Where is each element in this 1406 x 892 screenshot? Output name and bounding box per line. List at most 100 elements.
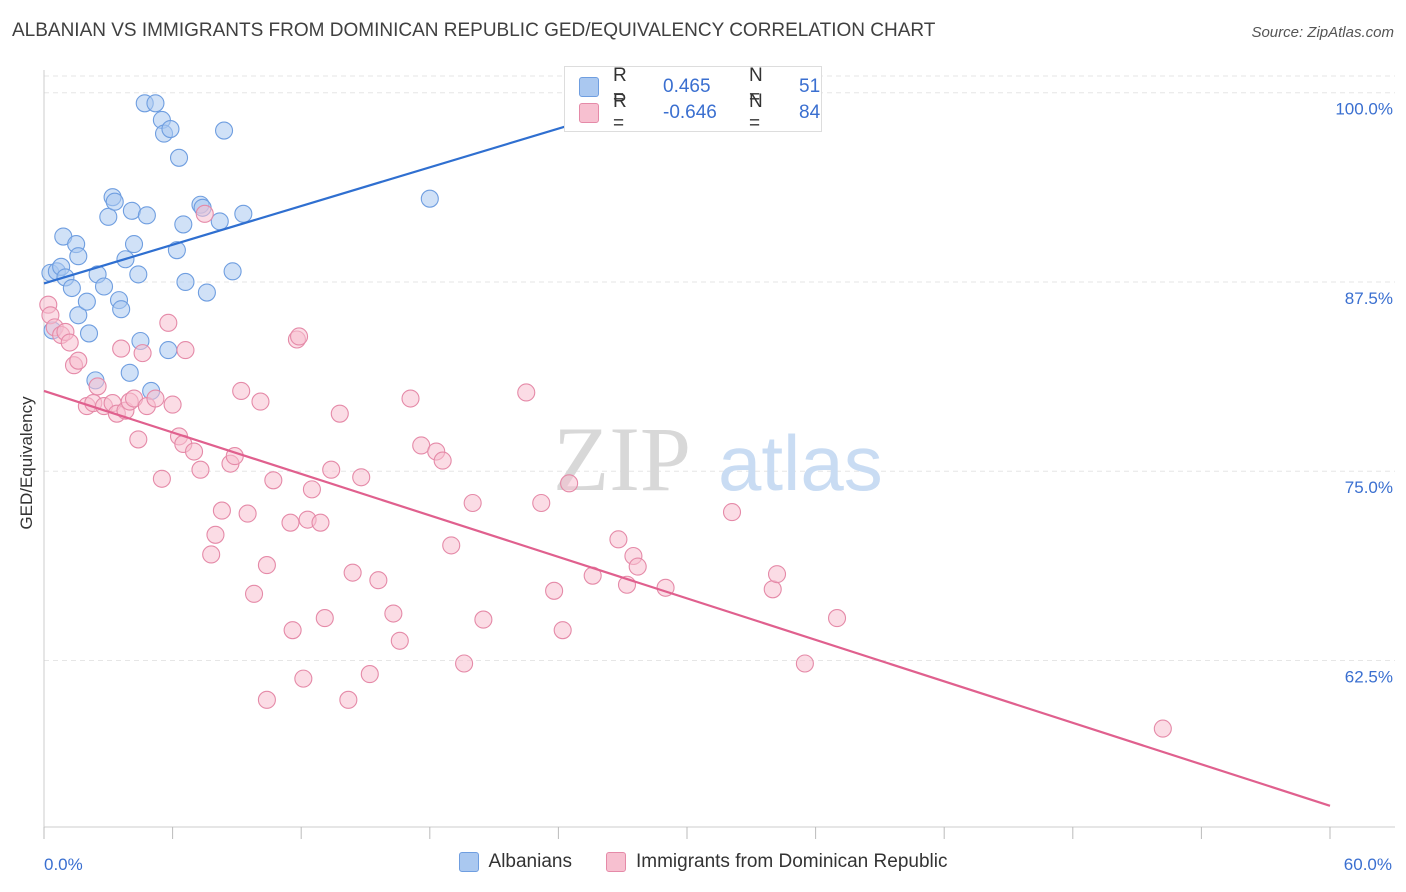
albanians-point: [122, 201, 141, 220]
r-value: -0.646: [663, 102, 717, 123]
dominican-point: [322, 460, 341, 479]
dominican-point: [133, 344, 152, 363]
albanians-point: [112, 300, 131, 319]
albanians-point: [94, 277, 114, 296]
x-tick-label: 60.0%: [1344, 855, 1392, 874]
dominican-point: [88, 377, 107, 396]
dominican-point: [184, 442, 204, 461]
dominican-point: [146, 389, 165, 408]
dominican-point: [238, 504, 257, 523]
dominican-point: [401, 389, 420, 408]
dominican-point: [60, 333, 79, 352]
legend-item-dominican[interactable]: Immigrants from Dominican Republic: [605, 851, 948, 873]
dominican-point: [129, 430, 148, 449]
albanians-point: [197, 283, 216, 302]
axes: [43, 70, 1395, 839]
dominican-point: [463, 493, 482, 513]
albanians-swatch: [579, 77, 599, 97]
legend-label: Albanians: [488, 851, 572, 872]
dominican-point: [152, 469, 171, 488]
albanians-point: [77, 292, 96, 311]
tick-labels: 62.5% 75.0% 87.5% 100.0% 0.0% 60.0%: [44, 100, 1393, 874]
dominican-point: [206, 525, 225, 544]
n-label: N =: [749, 91, 763, 134]
n-label: N =: [749, 65, 763, 108]
albanians-swatch: [458, 852, 479, 872]
dominican-point: [767, 565, 787, 584]
albanians-point: [120, 363, 139, 382]
dominican-point: [302, 480, 321, 499]
dominican-point: [433, 451, 452, 470]
albanians-point: [167, 241, 186, 260]
albanians-point: [174, 215, 193, 234]
dominican-point: [390, 631, 409, 650]
albanians-point: [137, 206, 156, 225]
stats-legend: R = 0.465 N = 51 R = -0.646 N = 84: [564, 65, 822, 134]
dominican-point: [251, 392, 270, 411]
dominican-point: [202, 545, 221, 564]
dominican-point: [257, 690, 276, 709]
dominican-point: [474, 610, 493, 629]
albanians-point: [210, 212, 229, 231]
dominican-point: [384, 604, 403, 623]
albanians-point: [161, 119, 180, 139]
dominican-point: [315, 609, 334, 628]
dominican-point: [176, 341, 195, 360]
grid-lines: [44, 75, 1395, 661]
chart-legend: Albanians Immigrants from Dominican Repu…: [0, 851, 1406, 873]
watermark: ZIP atlas: [553, 408, 883, 510]
albanians-point: [129, 265, 148, 284]
albanians-point: [69, 247, 88, 266]
dominican-point: [264, 471, 283, 490]
y-axis-label: GED/Equivalency: [17, 396, 36, 530]
dominican-point: [795, 654, 814, 673]
data-points: [39, 79, 1172, 738]
stats-row-dominican: R = -0.646 N = 84: [579, 91, 820, 134]
dominican-point: [257, 556, 276, 575]
dominican-point: [281, 513, 300, 532]
albanians-point: [105, 192, 124, 211]
legend-label: Immigrants from Dominican Republic: [635, 851, 948, 872]
dominican-point: [232, 381, 251, 401]
watermark-zip: ZIP: [553, 408, 691, 510]
legend-item-albanians[interactable]: Albanians: [458, 851, 572, 873]
dominican-point: [311, 513, 330, 532]
dominican-point: [532, 493, 551, 513]
dominican-point: [159, 313, 178, 332]
dominican-point: [330, 404, 349, 423]
y-tick-label: 62.5%: [1345, 667, 1393, 686]
dominican-point: [290, 327, 309, 346]
albanians-point: [234, 204, 253, 223]
watermark-atlas: atlas: [718, 419, 883, 507]
albanians-point: [214, 121, 234, 140]
chart-title: ALBANIAN VS IMMIGRANTS FROM DOMINICAN RE…: [12, 20, 936, 41]
y-tick-label: 87.5%: [1345, 289, 1393, 308]
dominican-trend-line: [43, 389, 1331, 807]
albanians-point: [146, 94, 165, 113]
dominican-point: [352, 468, 371, 487]
dominican-point: [553, 621, 572, 640]
n-value: 84: [799, 102, 821, 123]
dominican-point: [560, 474, 579, 493]
dominican-point: [827, 609, 847, 628]
dominican-swatch: [605, 852, 626, 872]
dominican-point: [722, 503, 742, 522]
dominican-point: [628, 557, 647, 576]
albanians-point: [169, 148, 189, 167]
dominican-point: [244, 584, 264, 603]
albanians-point: [79, 324, 99, 343]
y-tick-label: 75.0%: [1345, 478, 1393, 497]
r-label: R =: [613, 65, 627, 108]
albanians-point: [420, 189, 439, 208]
albanians-point: [159, 341, 178, 360]
dominican-point: [69, 351, 88, 370]
dominican-point: [609, 530, 628, 549]
dominican-point: [212, 501, 231, 520]
dominican-point: [283, 621, 302, 640]
dominican-point: [763, 580, 782, 599]
x-tick-label: 0.0%: [44, 855, 83, 874]
dominican-point: [294, 669, 313, 688]
y-tick-label: 100.0%: [1335, 100, 1393, 119]
dominican-point: [339, 690, 358, 709]
